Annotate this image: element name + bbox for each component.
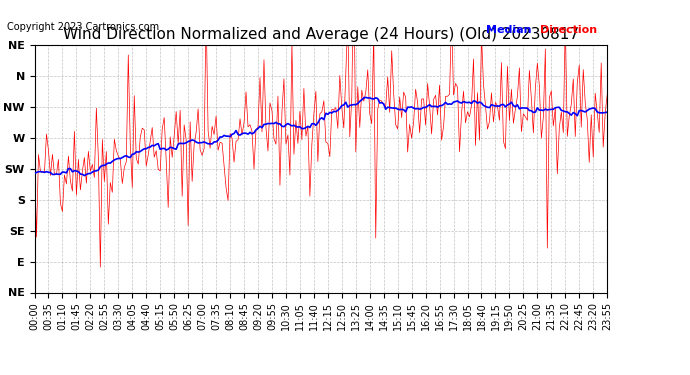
Title: Wind Direction Normalized and Average (24 Hours) (Old) 20230817: Wind Direction Normalized and Average (2… <box>63 27 579 42</box>
Legend: Median, Direction: Median, Direction <box>473 21 602 40</box>
Text: Copyright 2023 Cartronics.com: Copyright 2023 Cartronics.com <box>7 22 159 32</box>
